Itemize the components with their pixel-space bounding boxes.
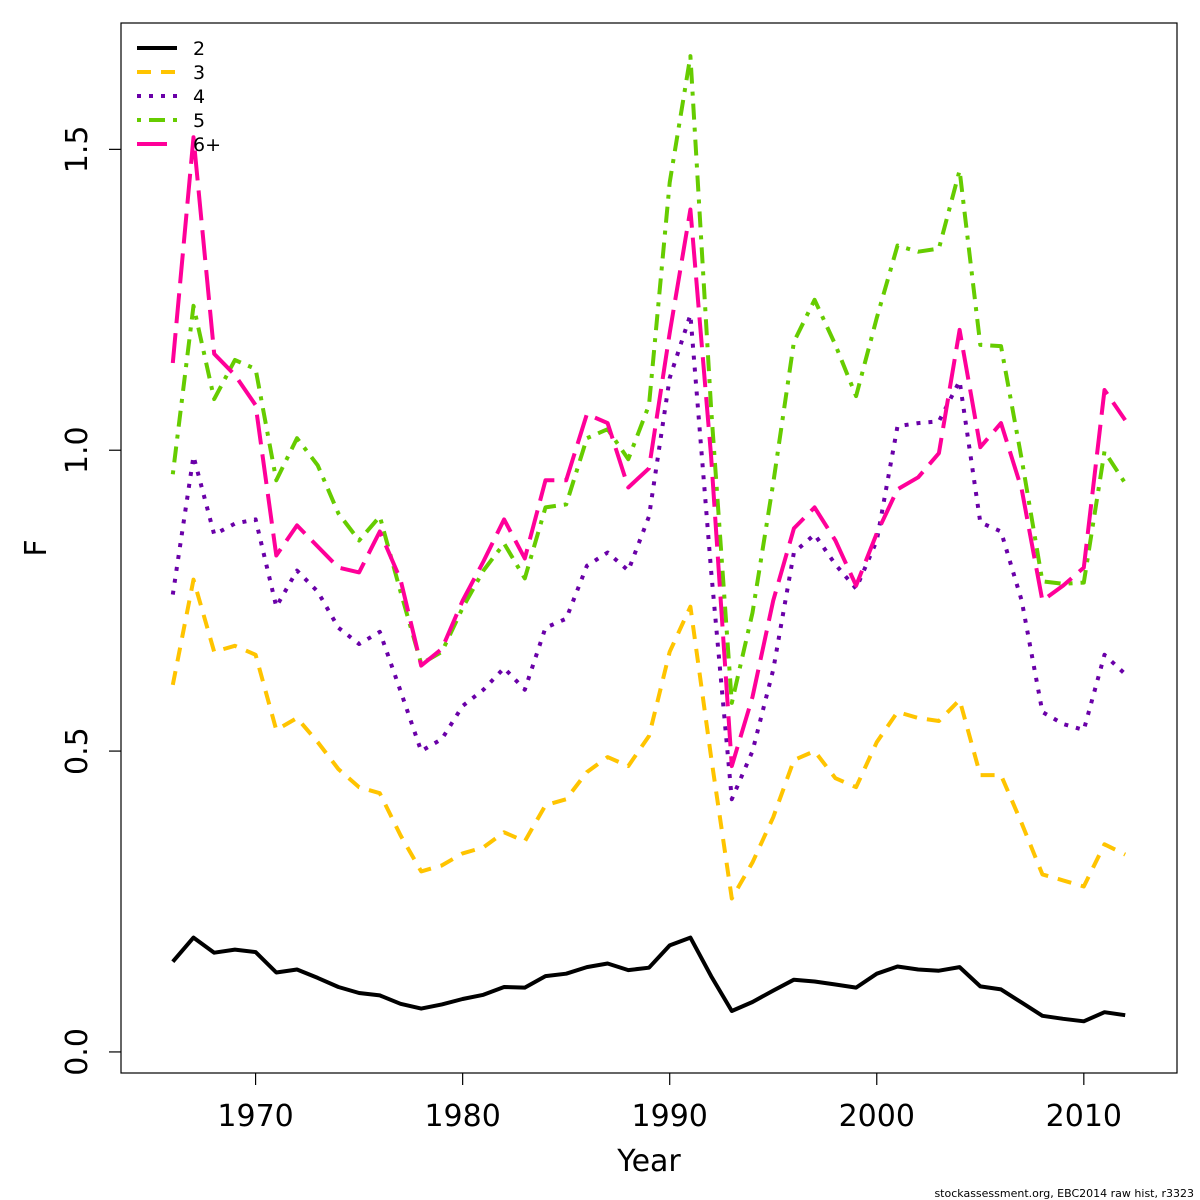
legend-label: 6+ (193, 134, 221, 156)
y-axis: 0.0 0.5 1.0 1.5 (60, 126, 121, 1076)
y-tick-label: 0.0 (60, 1028, 95, 1076)
x-tick-label: 2010 (1046, 1099, 1122, 1134)
y-tick-label: 1.5 (60, 126, 95, 174)
legend-label: 2 (193, 38, 205, 60)
legend-label: 5 (193, 110, 205, 132)
series-line-2 (170, 577, 1127, 901)
x-tick-label: 1970 (217, 1099, 293, 1134)
series-lines (170, 54, 1127, 1024)
legend-label: 4 (193, 86, 205, 108)
x-tick-label: 2000 (839, 1099, 915, 1134)
x-axis: 1970 1980 1990 2000 2010 (217, 1073, 1122, 1134)
x-tick-label: 1990 (632, 1099, 708, 1134)
plot-frame (120, 22, 1178, 1074)
series-line-1 (171, 935, 1126, 1024)
legend-label: 3 (193, 62, 205, 84)
series-line-5 (170, 135, 1127, 769)
footer-note: stockassessment.org, EBC2014 raw hist, r… (934, 1187, 1194, 1200)
series-line-4 (170, 54, 1127, 705)
y-axis-title: F (19, 539, 54, 556)
y-tick-label: 1.0 (60, 426, 95, 474)
x-axis-title: Year (616, 1144, 681, 1179)
x-tick-label: 1980 (424, 1099, 500, 1134)
y-tick-label: 0.5 (60, 727, 95, 775)
